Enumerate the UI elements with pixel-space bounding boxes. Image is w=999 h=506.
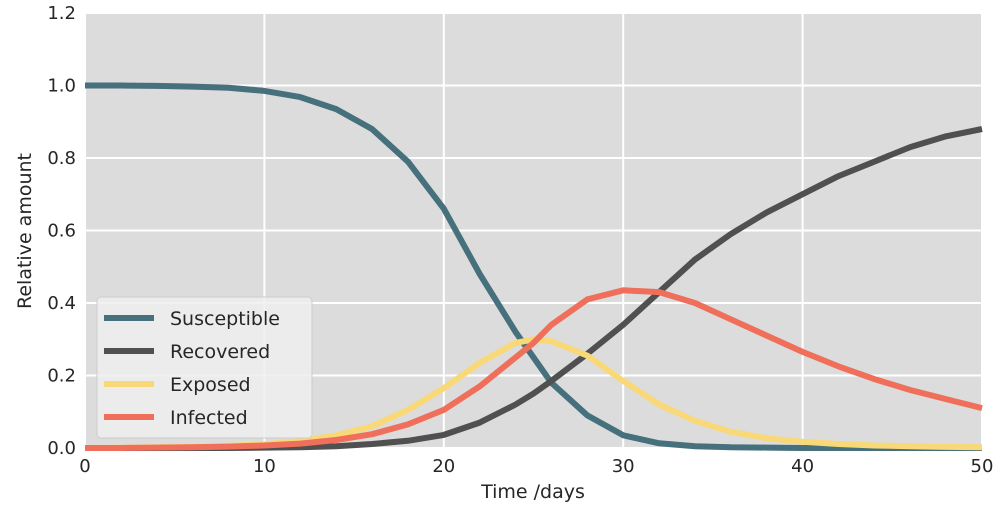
y-tick-label: 0.2	[47, 366, 76, 387]
y-tick-label: 0.4	[47, 293, 76, 314]
y-tick-label: 0.0	[47, 438, 76, 459]
x-tick-label: 50	[971, 456, 994, 477]
x-axis-ticks: 0 10 20 30 40 50	[79, 456, 993, 477]
x-tick-label: 40	[791, 456, 814, 477]
y-tick-label: 1.2	[47, 3, 76, 24]
x-axis-label: Time /days	[480, 481, 585, 503]
y-tick-label: 0.8	[47, 148, 76, 169]
x-tick-label: 0	[79, 456, 90, 477]
x-tick-label: 20	[432, 456, 455, 477]
legend-items: Susceptible Recovered Exposed Infected	[104, 308, 280, 429]
legend-box	[96, 296, 313, 439]
series-lines	[84, 82, 983, 451]
y-axis-label: Relative amount	[14, 153, 36, 309]
y-tick-label: 0.6	[47, 221, 76, 242]
series-line-susceptible	[85, 82, 982, 451]
legend: Susceptible Recovered Exposed Infected	[96, 296, 313, 439]
y-axis-ticks: 0.0 0.2 0.4 0.6 0.8 1.0 1.2	[47, 3, 76, 459]
legend-label-susceptible: Susceptible	[170, 308, 280, 330]
legend-label-infected: Infected	[170, 407, 248, 429]
legend-label-recovered: Recovered	[170, 341, 270, 363]
series-line-infected	[85, 287, 983, 451]
y-tick-label: 1.0	[47, 76, 76, 97]
legend-label-exposed: Exposed	[170, 374, 251, 396]
x-tick-label: 10	[253, 456, 276, 477]
x-tick-label: 30	[612, 456, 635, 477]
